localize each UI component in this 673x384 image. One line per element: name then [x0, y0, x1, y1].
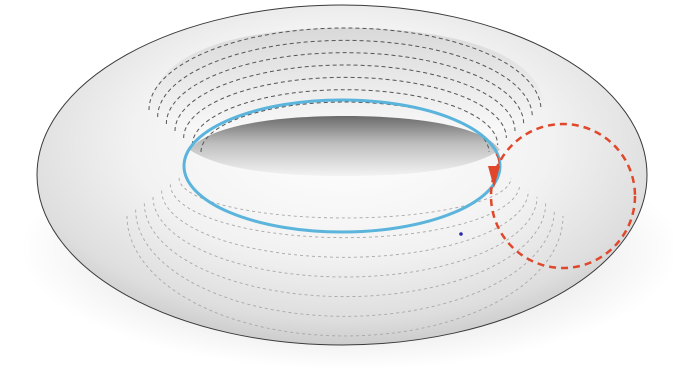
lower-contour-line: [178, 177, 512, 219]
upper-contour-lines: [148, 27, 542, 153]
upper-contour-line: [157, 39, 533, 118]
lower-contour-line: [161, 190, 529, 258]
lower-contour-line: [126, 215, 564, 337]
torus-inner-wall: [150, 28, 545, 150]
upper-contour-line: [191, 89, 499, 146]
lower-contour-lines: [126, 177, 564, 337]
upper-contour-line: [174, 64, 516, 132]
lower-contour-line: [169, 184, 521, 239]
torus-hole: [190, 116, 500, 176]
upper-contour-line: [183, 76, 507, 139]
upper-contour-line: [200, 101, 490, 153]
meridian-circle: [489, 122, 637, 270]
upper-contour-line: [148, 27, 542, 111]
lower-contour-line: [143, 203, 547, 298]
direction-arrow-icon: [488, 153, 500, 188]
upper-contour-line: [165, 52, 525, 125]
lower-contour-line: [152, 196, 538, 278]
marker-dot: [459, 232, 463, 236]
